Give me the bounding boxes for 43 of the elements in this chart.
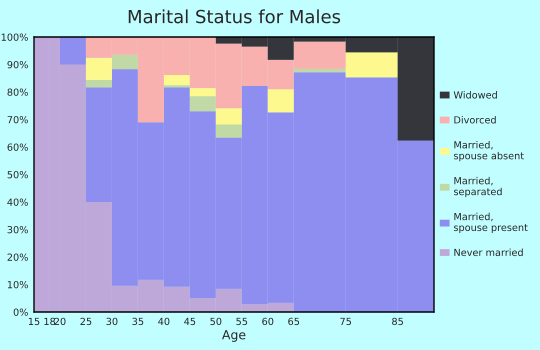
bar (190, 96, 216, 112)
legend-label: Widowed (454, 91, 497, 99)
x-tick-label: 35 (132, 318, 144, 326)
x-tick-label: 40 (158, 318, 170, 326)
y-tick-label: 20% (8, 253, 28, 261)
legend-label: Married, separated (454, 176, 502, 198)
bar (164, 74, 190, 86)
bar (86, 58, 112, 80)
bar (268, 89, 294, 112)
x-tick-label: 30 (106, 318, 118, 326)
bar (216, 124, 242, 138)
y-tick-label: 60% (8, 143, 28, 151)
bar (60, 37, 86, 64)
x-tick-label: 85 (392, 318, 403, 326)
bar (112, 54, 138, 70)
x-tick-label: 25 (80, 318, 92, 326)
y-tick-label: 80% (7, 88, 28, 96)
x-tick-label: 50 (210, 318, 222, 326)
chart-title: Marital Status for Males (128, 9, 340, 24)
x-tick-label: 55 (236, 318, 248, 326)
bar (190, 88, 216, 96)
x-tick-label: 60 (262, 318, 274, 326)
y-tick-label: 40% (7, 198, 28, 206)
y-tick-label: 30% (8, 226, 28, 234)
y-tick-label: 70% (8, 116, 28, 124)
legend-label: Divorced (454, 116, 496, 124)
y-tick-label: 10% (8, 280, 28, 288)
legend-label: Married, spouse absent (454, 140, 524, 162)
x-tick-label: 15 (28, 318, 40, 326)
legend-label: Married, spouse present (454, 212, 528, 233)
bar (86, 80, 112, 88)
y-tick-label: 0% (14, 308, 28, 316)
y-tick-label: 100% (2, 33, 28, 41)
y-tick-label: 50% (8, 170, 28, 178)
bar (216, 108, 242, 124)
x-tick-label: 65 (288, 318, 300, 326)
legend-label: Never married (454, 248, 523, 256)
x-tick-label: 20 (54, 318, 66, 326)
x-tick-label: 45 (184, 318, 196, 326)
x-axis-title: Age (222, 330, 246, 342)
y-tick-label: 90% (7, 60, 28, 68)
x-tick-label: 75 (340, 318, 352, 326)
x-tick-label: 18 (44, 318, 56, 326)
